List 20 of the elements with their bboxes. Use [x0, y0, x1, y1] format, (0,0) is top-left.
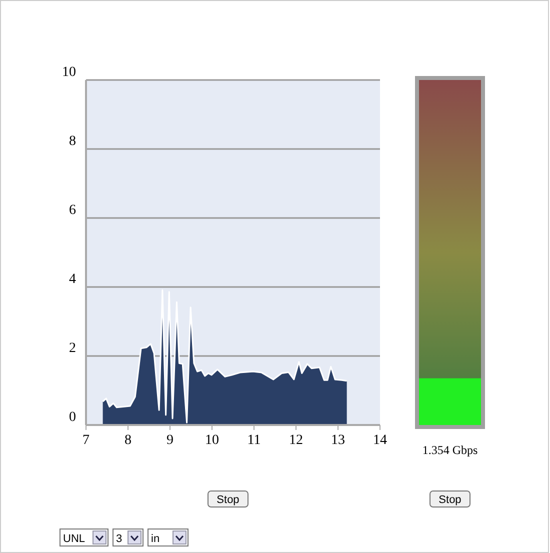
x-tick-label: 12 [289, 433, 303, 448]
x-tick-label: 8 [124, 433, 132, 448]
x-tick-label: 9 [166, 433, 174, 448]
y-tick-label: 4 [69, 272, 76, 287]
x-tick-label: 13 [331, 433, 345, 448]
y-tick-label: 6 [69, 203, 76, 218]
text: 1.354 Gbps [422, 443, 478, 457]
x-tick-label: 10 [205, 433, 219, 448]
dropdown: UNL [60, 528, 108, 546]
x-tick-label: 11 [247, 433, 261, 448]
stop-button: Stop [430, 490, 470, 508]
y-tick-label: 0 [69, 410, 76, 425]
dropdown: in [148, 528, 188, 546]
y-tick-label: 2 [69, 341, 76, 356]
dropdown: 3 [112, 528, 144, 546]
x-tick-label: 14 [373, 433, 387, 448]
x-tick-label: 7 [82, 433, 90, 448]
y-tick-label: 8 [69, 134, 76, 149]
y-tick-label: 10 [62, 65, 76, 80]
stop-button: Stop [208, 490, 248, 508]
